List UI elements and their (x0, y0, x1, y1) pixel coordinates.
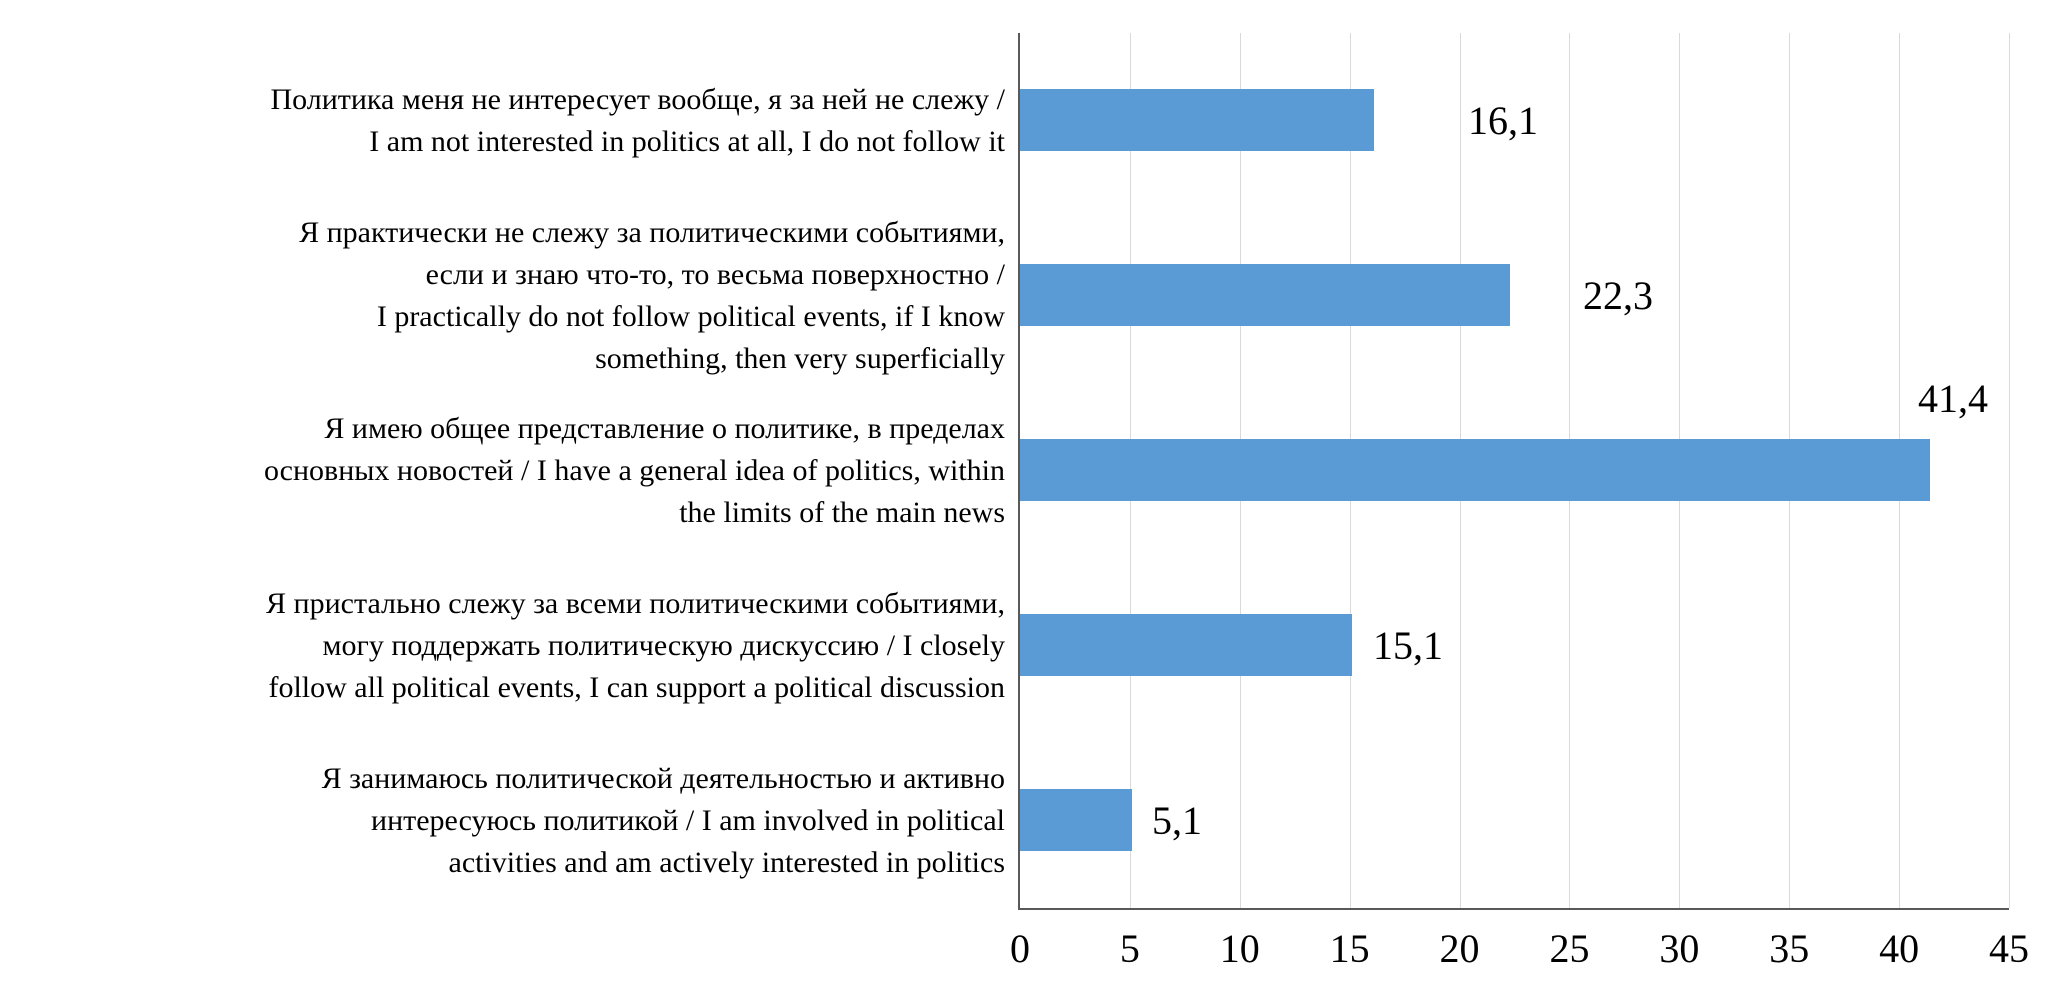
bar-row: 5,1 (1020, 733, 2009, 908)
data-label: 41,4 (1918, 376, 1988, 421)
category-axis: Политика меня не интересует вообще, я за… (0, 33, 1005, 908)
bar-general-idea (1020, 439, 1930, 501)
category-label-not-interested: Политика меня не интересует вообще, я за… (270, 82, 1005, 158)
x-axis-tick-label: 15 (1329, 926, 1370, 971)
plot-area: 16,1 22,3 41,4 15,1 5,1 (1018, 33, 2010, 910)
bar-practically-not-follow (1020, 264, 1511, 326)
data-label: 15,1 (1373, 623, 1443, 668)
bar-row: 15,1 (1020, 558, 2009, 733)
x-axis-tick-label: 0 (1010, 926, 1030, 971)
x-axis: 0 5 10 15 20 25 30 35 40 45 (1010, 926, 2029, 976)
data-label: 22,3 (1583, 273, 1653, 318)
bar-row: 16,1 (1020, 33, 2009, 208)
x-axis-line (1018, 908, 2009, 910)
bar-involved-in-politics (1020, 789, 1133, 851)
category-label-general-idea: Я имею общее представление о политике, в… (263, 411, 1005, 529)
x-axis-tick-label: 10 (1219, 926, 1260, 971)
category-label-practically-not-follow: Я практически не слежу за политическими … (299, 215, 1005, 375)
bar-closely-follow (1020, 614, 1352, 676)
x-axis-tick-label: 45 (1989, 926, 2029, 971)
y-axis-line (1018, 33, 1020, 908)
category-label-closely-follow: Я пристально слежу за всеми политическим… (266, 586, 1005, 704)
bar-not-interested (1020, 89, 1374, 151)
x-axis-tick-label: 20 (1439, 926, 1480, 971)
data-label: 16,1 (1468, 98, 1538, 143)
x-axis-tick-label: 35 (1769, 926, 1810, 971)
x-axis-tick-label: 25 (1549, 926, 1590, 971)
bar-row: 41,4 (1020, 376, 2009, 558)
x-axis-tick-label: 5 (1119, 926, 1140, 971)
x-axis-tick-label: 30 (1659, 926, 1700, 971)
x-axis-tick-label: 40 (1879, 926, 1920, 971)
gridline (2009, 33, 2010, 908)
bar-row: 22,3 (1020, 208, 2009, 383)
data-label: 5,1 (1152, 798, 1202, 843)
category-label-involved-in-politics: Я занимаюсь политической деятельностью и… (321, 761, 1005, 879)
